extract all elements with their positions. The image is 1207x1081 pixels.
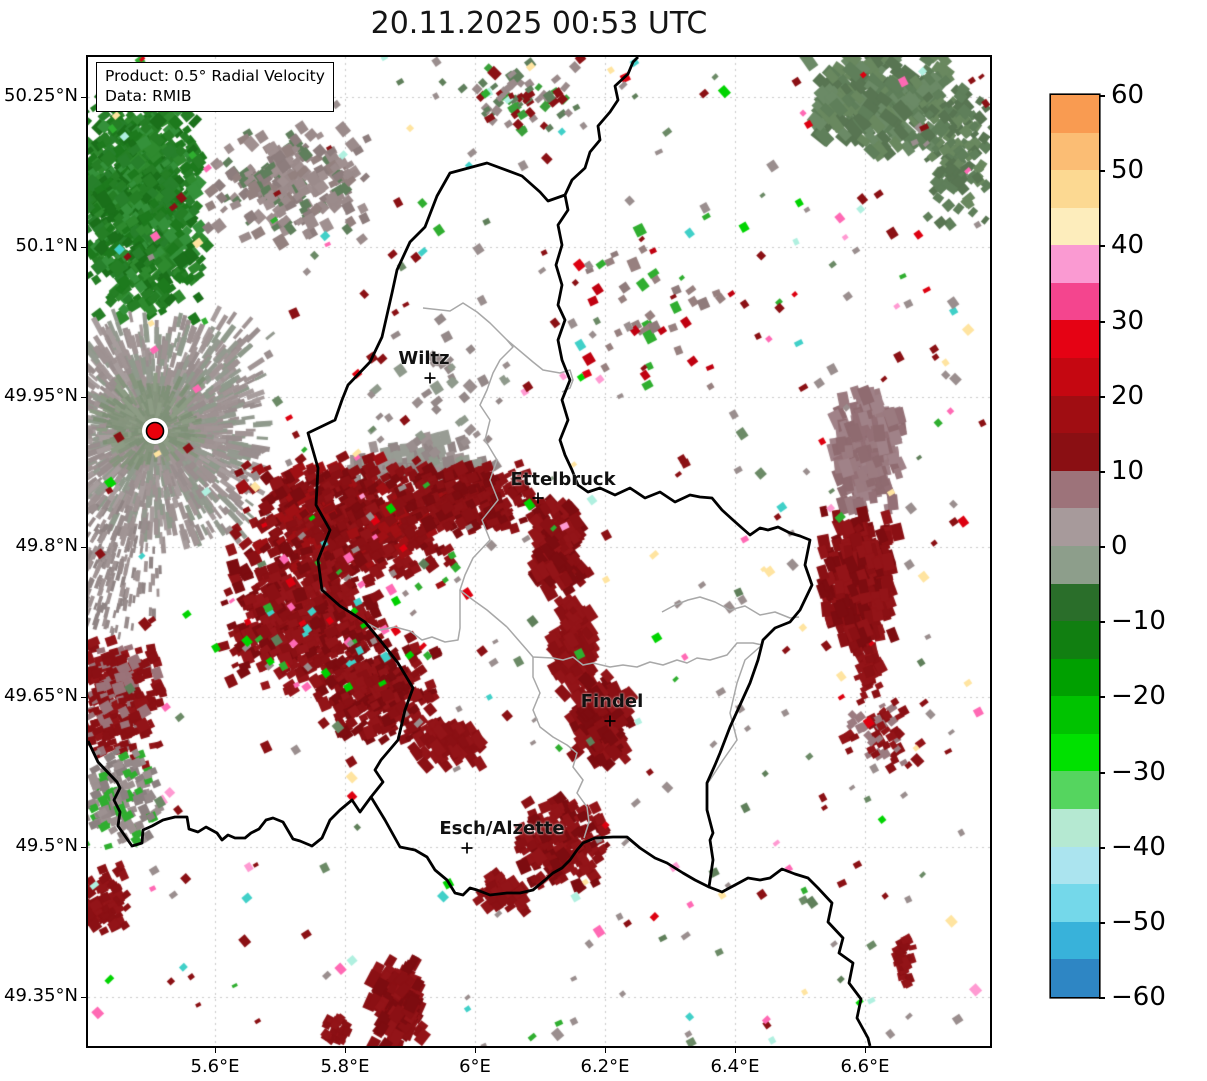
colorbar-tick-mark	[1099, 546, 1105, 548]
y-tick-mark	[81, 697, 86, 698]
colorbar-band-5	[1051, 282, 1099, 321]
colorbar-tick-label: 0	[1111, 531, 1128, 561]
colorbar-band-10	[1051, 470, 1099, 509]
colorbar-tick-label: −30	[1111, 756, 1166, 787]
y-tick-mark	[81, 997, 86, 998]
y-tick-mark	[81, 397, 86, 398]
colorbar-band-14	[1051, 621, 1099, 659]
y-tick-label: 49.65°N	[4, 685, 78, 706]
y-tick-mark	[81, 847, 86, 848]
colorbar-tick-label: 20	[1111, 380, 1145, 411]
y-tick-label: 49.5°N	[15, 835, 78, 856]
colorbar-band-15	[1051, 658, 1099, 697]
colorbar-tick-mark	[1099, 846, 1105, 849]
y-tick-mark	[81, 547, 86, 548]
y-tick-label: 49.35°N	[4, 985, 78, 1006]
colorbar-band-7	[1051, 358, 1099, 396]
x-tick-label: 5.8°E	[320, 1056, 370, 1077]
city-label: Findel	[580, 691, 644, 712]
colorbar-band-0	[1051, 95, 1099, 133]
colorbar-tick-label: 40	[1111, 230, 1145, 261]
colorbar-tick-mark	[1099, 95, 1105, 97]
figure-title: 20.11.2025 00:53 UTC	[370, 6, 708, 41]
colorbar-tick-mark	[1099, 921, 1105, 924]
colorbar-tick-label: 30	[1111, 305, 1145, 336]
colorbar-band-16	[1051, 696, 1099, 734]
colorbar-tick-mark	[1099, 245, 1105, 248]
colorbar-tick-label: −20	[1111, 681, 1166, 712]
x-tick-mark	[345, 1048, 346, 1053]
colorbar-tick-label: 50	[1111, 155, 1145, 186]
x-tick-label: 6.6°E	[840, 1056, 890, 1077]
y-tick-mark	[81, 247, 86, 248]
colorbar-band-20	[1051, 846, 1099, 885]
x-tick-label: 6°E	[459, 1056, 491, 1077]
colorbar-tick-mark	[1099, 997, 1105, 999]
y-tick-mark	[81, 97, 86, 98]
product-info-box: Product: 0.5° Radial Velocity Data: RMIB	[96, 62, 334, 112]
colorbar-tick-label: −10	[1111, 606, 1166, 637]
colorbar-tick-mark	[1099, 395, 1105, 398]
colorbar-band-4	[1051, 245, 1099, 283]
colorbar-band-18	[1051, 771, 1099, 809]
colorbar-tick-mark	[1099, 170, 1105, 173]
colorbar-band-3	[1051, 207, 1099, 246]
x-tick-mark	[215, 1048, 216, 1053]
colorbar-band-1	[1051, 132, 1099, 171]
colorbar-band-12	[1051, 545, 1099, 584]
radar-canvas	[88, 57, 990, 1046]
x-tick-mark	[605, 1048, 606, 1053]
x-tick-mark	[475, 1048, 476, 1053]
city-label: Wiltz	[398, 348, 450, 369]
colorbar-tick-mark	[1099, 696, 1105, 699]
city-label: Esch/Alzette	[439, 818, 565, 839]
colorbar-band-13	[1051, 583, 1099, 622]
colorbar	[1051, 95, 1099, 997]
colorbar-tick-label: −60	[1111, 982, 1166, 1012]
colorbar-tick-label: 60	[1111, 80, 1145, 110]
colorbar-band-9	[1051, 433, 1099, 471]
colorbar-tick-label: −40	[1111, 831, 1166, 862]
colorbar-band-2	[1051, 170, 1099, 208]
x-tick-label: 5.6°E	[190, 1056, 240, 1077]
colorbar-band-6	[1051, 320, 1099, 359]
colorbar-tick-mark	[1099, 771, 1105, 774]
x-tick-mark	[735, 1048, 736, 1053]
y-tick-label: 49.8°N	[15, 535, 78, 556]
colorbar-band-21	[1051, 884, 1099, 922]
colorbar-tick-mark	[1099, 320, 1105, 323]
colorbar-tick-mark	[1099, 470, 1105, 473]
colorbar-band-17	[1051, 733, 1099, 772]
colorbar-band-19	[1051, 808, 1099, 847]
map-panel: Product: 0.5° Radial Velocity Data: RMIB	[88, 57, 990, 1046]
x-tick-mark	[865, 1048, 866, 1053]
colorbar-band-23	[1051, 959, 1099, 997]
product-label: Product: 0.5° Radial Velocity	[105, 67, 325, 85]
colorbar-band-8	[1051, 395, 1099, 434]
colorbar-band-22	[1051, 921, 1099, 960]
data-source-label: Data: RMIB	[105, 87, 192, 106]
colorbar-tick-mark	[1099, 621, 1105, 624]
colorbar-band-11	[1051, 508, 1099, 546]
colorbar-tick-label: 10	[1111, 455, 1145, 486]
x-tick-label: 6.2°E	[580, 1056, 630, 1077]
y-tick-label: 49.95°N	[4, 385, 78, 406]
y-tick-label: 50.25°N	[4, 85, 78, 106]
y-tick-label: 50.1°N	[15, 235, 78, 256]
colorbar-tick-label: −50	[1111, 906, 1166, 937]
x-tick-label: 6.4°E	[710, 1056, 760, 1077]
city-label: Ettelbruck	[510, 469, 616, 490]
